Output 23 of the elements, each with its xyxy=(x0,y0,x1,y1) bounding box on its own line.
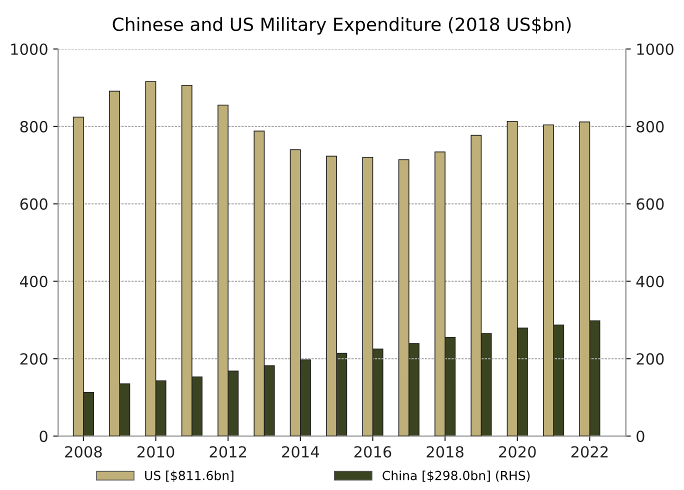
x-tick-label: 2016 xyxy=(354,446,392,458)
x-tick-label: 2020 xyxy=(499,446,536,458)
x-tick-label: 2012 xyxy=(210,446,246,458)
x-tick-label: 2018 xyxy=(426,446,464,458)
x-tick-label: 2022 xyxy=(571,446,608,458)
y-tick-label: 600 xyxy=(20,198,48,210)
y2-tick-label: 800 xyxy=(636,120,664,132)
y2-tick-label: 200 xyxy=(636,353,664,365)
legend-label: US [$811.6bn] xyxy=(145,470,234,482)
y-tick-label: 200 xyxy=(20,353,48,365)
y-tick-label: 400 xyxy=(20,276,48,288)
y2-tick-label: 1000 xyxy=(637,43,674,56)
x-tick-label: 2014 xyxy=(282,446,319,458)
y2-tick-label: 0 xyxy=(636,430,644,442)
legend-label: China [$298.0bn] (RHS) xyxy=(382,470,530,482)
y-tick-label: 800 xyxy=(20,120,48,132)
x-tick-label: 2008 xyxy=(65,446,102,458)
y2-tick-label: 400 xyxy=(636,276,664,288)
y2-tick-label: 600 xyxy=(636,198,664,210)
y-tick-label: 1000 xyxy=(11,43,48,56)
chart-title: Chinese and US Military Expenditure (2018 US$bn) xyxy=(112,17,571,35)
x-tick-label: 2010 xyxy=(137,446,174,458)
y-tick-label: 0 xyxy=(40,430,48,442)
